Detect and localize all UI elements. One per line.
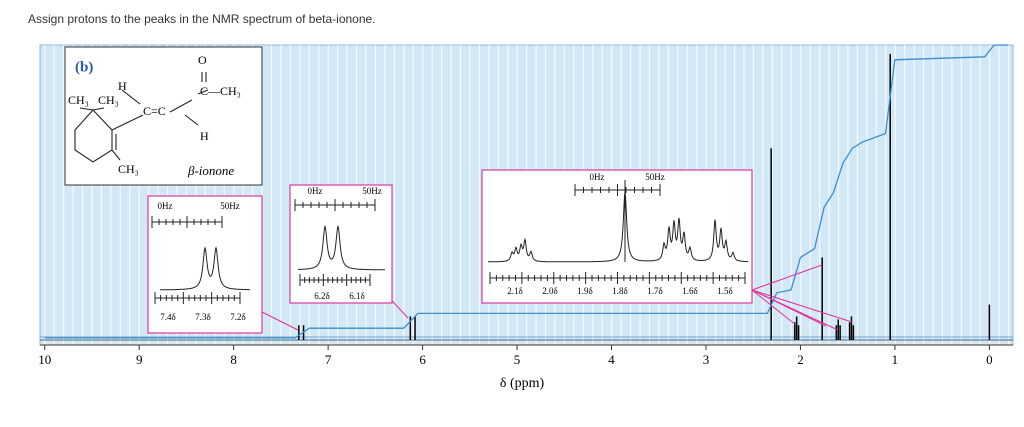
inset-axis-label: 2.1δ: [507, 286, 523, 296]
x-tick-label: 3: [703, 352, 710, 367]
inset-label: 50Hz: [362, 186, 382, 196]
question: Assign protons to the peaks in the NMR s…: [28, 12, 376, 26]
inset-label: 0Hz: [590, 172, 605, 182]
structure-label: CH₃: [98, 93, 119, 107]
leader-line: [751, 289, 853, 323]
integral-curve: [44, 44, 1009, 339]
inset-axis-label: 1.5δ: [717, 286, 733, 296]
inset-axis-label: 1.7δ: [647, 286, 663, 296]
leader-line: [751, 264, 823, 291]
x-tick-label: 0: [986, 352, 993, 367]
x-tick-label: 5: [514, 352, 521, 367]
inset-axis-label: 1.8δ: [612, 286, 628, 296]
inset-axis-label: 7.3δ: [195, 312, 211, 322]
structure-label: H: [200, 129, 209, 143]
inset-label: 0Hz: [158, 201, 173, 211]
x-tick-label: 4: [608, 352, 615, 367]
structure-label: O: [198, 53, 207, 67]
structure-bonds: [74, 72, 209, 163]
structure-label: H: [118, 79, 127, 93]
inset-axis-label: 2.0δ: [542, 286, 558, 296]
structure-label: C—CH₃: [200, 84, 241, 98]
x-tick-label: 9: [136, 352, 143, 367]
x-tick-label: 2: [797, 352, 804, 367]
x-tick-label: 7: [325, 352, 332, 367]
x-tick-label: 10: [38, 352, 51, 367]
inset-axis-label: 1.6δ: [682, 286, 698, 296]
inset-axis-label: 1.9δ: [577, 286, 593, 296]
structure-label: CH₃: [118, 162, 139, 176]
x-axis-label: δ (ppm): [500, 376, 545, 391]
compound-name: β-ionone: [187, 163, 234, 178]
leader-line: [261, 311, 299, 331]
inset-box: [289, 184, 393, 304]
inset-axis-label: 7.2δ: [230, 312, 246, 322]
inset-axis-label: 7.4δ: [160, 312, 176, 322]
x-tick-label: 1: [892, 352, 899, 367]
inset-axis-label: 6.1δ: [349, 291, 365, 301]
x-tick-label: 6: [419, 352, 426, 367]
structure-label: C=C: [143, 104, 166, 118]
structure-label: CH₃: [68, 93, 89, 107]
x-tick-label: 8: [230, 352, 237, 367]
inset-label: 0Hz: [308, 186, 323, 196]
inset-axis-label: 6.2δ: [314, 291, 330, 301]
inset-spectrum: [488, 191, 748, 263]
inset-spectrum: [160, 246, 250, 291]
leader-line: [751, 289, 797, 326]
inset-spectrum: [298, 224, 385, 271]
inset-label: 50Hz: [220, 201, 240, 211]
leader-line: [751, 289, 827, 327]
structure-box: [64, 46, 263, 186]
panel-label: (b): [75, 59, 93, 75]
inset-label: 50Hz: [645, 172, 665, 182]
inset-box: [147, 195, 263, 334]
